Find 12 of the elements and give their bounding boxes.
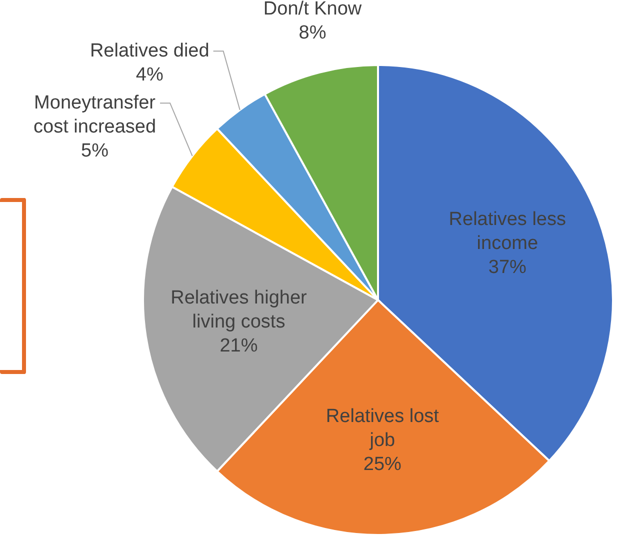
slice-label: Relatives lost job — [326, 406, 440, 452]
data-label: 25% — [363, 454, 402, 476]
slice-label: Relatives died — [90, 40, 210, 62]
data-label: 37% — [488, 257, 527, 278]
data-label: 21% — [220, 335, 258, 356]
data-label: 5% — [81, 140, 109, 162]
slice-label: Relatives higher living costs — [170, 287, 308, 332]
data-label: 4% — [136, 64, 164, 86]
slice-label: Moneytransfer cost increased — [34, 92, 156, 138]
data-label: 8% — [298, 22, 326, 44]
slice-label: Don/t Know — [263, 0, 362, 20]
slice-label: Relatives less income — [448, 209, 566, 254]
